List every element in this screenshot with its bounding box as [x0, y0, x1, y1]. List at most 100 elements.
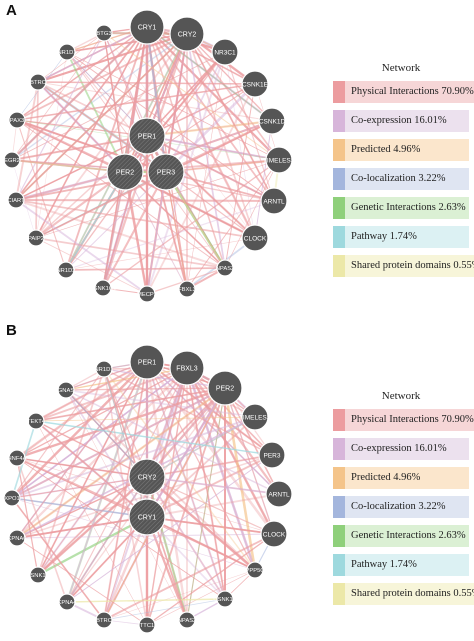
legend-swatch [333, 226, 345, 248]
network-edge [37, 515, 148, 577]
network-edge [35, 237, 148, 295]
gene-node-circle [27, 229, 45, 247]
network-edge [165, 171, 188, 290]
gene-node-circle [29, 73, 47, 91]
network-edge [15, 32, 105, 201]
gene-node-per3[interactable]: PER3 [258, 441, 286, 469]
gene-node-per1[interactable]: PER1 [129, 344, 165, 380]
gene-node-fbxl3[interactable]: FBXL3 [169, 350, 205, 386]
gene-node-btrc[interactable]: BTRC [29, 73, 47, 91]
network-edge [102, 159, 280, 289]
gene-node-circle [57, 261, 75, 279]
gene-node-nr1d1[interactable]: NR1D1 [94, 360, 114, 378]
gene-node-npas2[interactable]: NPAS2 [216, 259, 235, 277]
network-edge [224, 51, 256, 239]
network-edge [35, 51, 68, 239]
network-edge [35, 420, 148, 518]
network-edge [37, 81, 167, 173]
gene-node-label: CSNK1E [242, 81, 269, 88]
gene-node-label: TEKT4 [27, 419, 46, 425]
legend-a: Network Physical Interactions 70.90% Co-e… [333, 62, 474, 283]
gene-node-mecp2[interactable]: MECP2 [137, 285, 157, 303]
network-edge [16, 457, 68, 603]
gene-node-label: NR3C1 [214, 49, 236, 56]
gene-node-csnk1d[interactable]: CSNK1D [26, 566, 50, 584]
gene-node-egr2[interactable]: EGR2 [3, 151, 21, 169]
network-edge [124, 171, 188, 290]
gene-node-circle [241, 403, 269, 431]
gene-node-nr3c1[interactable]: NR3C1 [211, 38, 239, 66]
legend-swatch [333, 496, 345, 518]
gene-node-kpna4[interactable]: KPNA4 [57, 593, 77, 611]
network-edge [37, 368, 105, 576]
network-edge [146, 387, 226, 626]
gene-node-csnk1g2[interactable]: CSNK1G2 [89, 279, 117, 297]
network-edge [37, 367, 188, 576]
legend-label: Shared protein domains 0.55% [345, 583, 474, 605]
legend-item: Genetic Interactions 2.63% [333, 196, 469, 220]
network-edge [37, 81, 273, 122]
gene-node-csnk1e[interactable]: CSNK1E [213, 590, 237, 608]
legend-item: Genetic Interactions 2.63% [333, 524, 469, 548]
network-edge [11, 367, 188, 499]
network-edge [35, 33, 188, 239]
network-graph-a: CRY1 CRY2 NR3C1 CSNK1E CSNK1D TIMELESS ARNTL CL… [3, 9, 296, 303]
legend-item: Pathway 1.74% [333, 225, 469, 249]
gene-node-per2[interactable]: PER2 [207, 370, 243, 406]
gene-node-arntl[interactable]: ARNTL [260, 187, 288, 215]
gene-node-circle [129, 344, 165, 380]
gene-node-pax3[interactable]: PAX3 [8, 111, 26, 129]
gene-node-circle [265, 146, 293, 174]
gene-node-kpna6[interactable]: KPNA6 [7, 529, 27, 547]
network-edge [35, 26, 148, 239]
gene-node-hnf4a[interactable]: HNF4A [7, 449, 27, 467]
legend-swatch [333, 438, 345, 460]
gene-node-xpo1[interactable]: XPO1 [3, 489, 21, 507]
legend-item: Co-localization 3.22% [333, 495, 469, 519]
gene-node-csnk1e[interactable]: CSNK1E [241, 70, 269, 98]
legend-label: Pathway 1.74% [345, 226, 469, 248]
legend-item: Predicted 4.96% [333, 138, 469, 162]
node-layer: PER1 FBXL3 PER2 TIMELESS PER3 ARNTL CLOCK PPP5C… [3, 344, 293, 634]
network-edge [103, 387, 226, 621]
network-edge [103, 361, 148, 621]
legend-item: Pathway 1.74% [333, 553, 469, 577]
gene-node-timeless[interactable]: TIMELESS [239, 403, 272, 431]
network-edge [37, 81, 126, 173]
network-edge [186, 33, 226, 269]
gene-node-cry2[interactable]: CRY2 [169, 16, 205, 52]
gene-node-per2[interactable]: PER2 [106, 153, 144, 191]
gene-node-cry1[interactable]: CRY1 [129, 9, 165, 45]
gene-node-btg3[interactable]: BTG3 [95, 24, 113, 42]
legend-swatch [333, 197, 345, 219]
gene-node-clock[interactable]: CLOCK [260, 520, 288, 548]
gene-node-circle [128, 498, 166, 536]
gene-node-fbxl3[interactable]: FBXL3 [178, 280, 196, 298]
gene-node-tekt4[interactable]: TEKT4 [27, 412, 46, 430]
gene-node-per3[interactable]: PER3 [147, 153, 185, 191]
gene-node-csnk1d[interactable]: CSNK1D [258, 107, 286, 135]
legend-label: Predicted 4.96% [345, 467, 469, 489]
gene-node-arntl[interactable]: ARNTL [265, 480, 293, 508]
gene-node-cry1[interactable]: CRY1 [128, 498, 166, 536]
gene-node-paip2[interactable]: PAIP2 [27, 229, 45, 247]
gene-node-nr1d1[interactable]: NR1D1 [57, 43, 77, 61]
network-edge [103, 32, 148, 137]
gene-node-timeless[interactable]: TIMELESS [263, 146, 296, 174]
network-edge [65, 33, 188, 271]
network-edge [124, 26, 148, 173]
gene-node-nr1d2[interactable]: NR1D2 [56, 261, 76, 279]
gene-node-npas2[interactable]: NPAS2 [178, 611, 197, 629]
network-edge [103, 598, 226, 621]
gene-node-gnas[interactable]: GNAS [57, 381, 75, 399]
gene-node-ttc1[interactable]: TTC1 [138, 616, 156, 634]
network-edge [65, 33, 188, 271]
gene-node-label: CSNK1D [26, 573, 50, 579]
gene-node-cry2[interactable]: CRY2 [128, 458, 166, 496]
gene-node-clock[interactable]: CLOCK [241, 224, 269, 252]
gene-node-btrc[interactable]: BTRC [95, 611, 113, 629]
gene-node-per1[interactable]: PER1 [128, 117, 166, 155]
gene-node-ppp5c[interactable]: PPP5C [245, 561, 265, 579]
gene-node-ciart[interactable]: CIART [7, 191, 25, 209]
legend-label: Genetic Interactions 2.63% [345, 525, 469, 547]
